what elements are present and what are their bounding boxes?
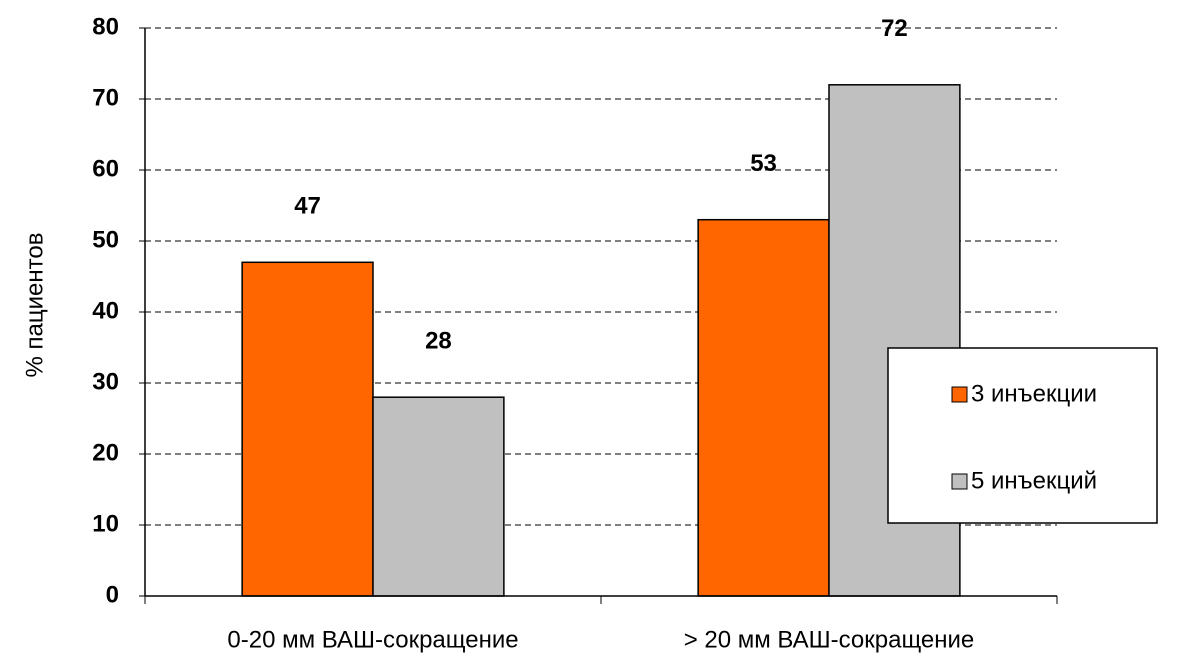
legend-swatch	[951, 473, 968, 490]
y-tick-label: 50	[92, 226, 119, 253]
legend-label: 5 инъекций	[971, 467, 1097, 494]
y-tick-label: 40	[92, 297, 119, 324]
data-label: 72	[881, 15, 908, 42]
legend-swatch	[951, 386, 968, 403]
y-tick-label: 20	[92, 439, 119, 466]
y-tick-label: 30	[92, 368, 119, 395]
y-tick-label: 60	[92, 155, 119, 182]
x-tick-label: 0-20 мм ВАШ-сокращение	[227, 626, 518, 653]
y-tick-label: 70	[92, 84, 119, 111]
y-axis-label: % пациентов	[21, 233, 48, 378]
x-tick-label: > 20 мм ВАШ-сокращение	[684, 626, 975, 653]
y-tick-label: 80	[92, 13, 119, 40]
bar	[697, 218, 830, 597]
bar	[372, 396, 505, 597]
data-label: 53	[750, 150, 777, 177]
legend-label: 3 инъекции	[971, 380, 1097, 407]
y-tick-label: 0	[106, 581, 119, 608]
legend-box	[887, 347, 1158, 524]
bar	[241, 261, 374, 597]
data-label: 47	[294, 193, 321, 220]
data-label: 28	[425, 328, 452, 355]
y-tick-label: 10	[92, 510, 119, 537]
